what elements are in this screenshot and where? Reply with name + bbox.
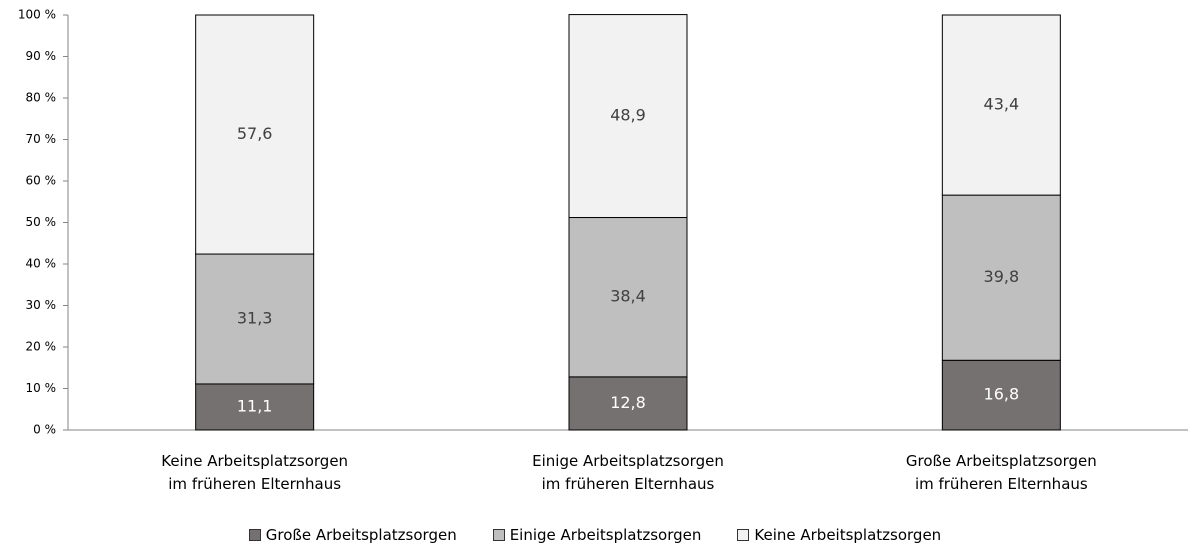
y-tick-label: 0 %: [33, 423, 56, 437]
x-tick-label: Keine Arbeitsplatzsorgen im früheren Elt…: [161, 452, 349, 493]
bar-segment: [195, 383, 315, 431]
bar-segment: [568, 14, 688, 219]
bar-segment: [195, 253, 315, 385]
legend-swatch: [737, 529, 750, 541]
data-label: 48,9: [610, 106, 646, 125]
legend-item: Einige Arbeitsplatzsorgen: [492, 526, 702, 544]
legend: Große Arbeitsplatzsorgen Einige Arbeitspl…: [0, 526, 1190, 544]
y-tick-label: 60 %: [26, 174, 57, 188]
legend-item: Keine Arbeitsplatzsorgen: [737, 526, 941, 544]
y-tick-label: 90 %: [26, 49, 57, 63]
legend-label: Einige Arbeitsplatzsorgen: [509, 526, 702, 544]
y-tick-label: 40 %: [26, 257, 57, 271]
legend-swatch: [492, 529, 505, 541]
bar-segment: [568, 376, 688, 431]
y-tick-label: 80 %: [26, 91, 57, 105]
y-tick-label: 70 %: [26, 132, 57, 146]
data-label: 43,4: [984, 95, 1020, 114]
legend-swatch: [248, 529, 261, 541]
data-label: 11,1: [237, 396, 273, 415]
data-label: 12,8: [610, 393, 646, 412]
y-tick-label: 20 %: [26, 340, 57, 354]
bar-segment: [568, 217, 688, 378]
y-tick-label: 100 %: [18, 8, 56, 22]
y-tick-label: 30 %: [26, 298, 57, 312]
bar-segment: [941, 194, 1061, 361]
bar-segment: [195, 14, 315, 255]
data-label: 31,3: [237, 308, 273, 327]
data-label: 57,6: [237, 124, 273, 143]
legend-item: Große Arbeitsplatzsorgen: [248, 526, 457, 544]
legend-label: Keine Arbeitsplatzsorgen: [754, 526, 942, 544]
data-label: 38,4: [610, 287, 646, 306]
y-tick-label: 10 %: [26, 381, 57, 395]
y-tick-label: 50 %: [26, 215, 57, 229]
x-tick-label: Große Arbeitsplatzsorgen im früheren Elt…: [905, 452, 1097, 493]
data-label: 39,8: [984, 267, 1020, 286]
bar-segment: [941, 14, 1061, 196]
x-tick-label: Einige Arbeitsplatzsorgen im früheren El…: [532, 452, 724, 493]
legend-label: Große Arbeitsplatzsorgen: [265, 526, 457, 544]
data-label: 16,8: [984, 385, 1020, 404]
